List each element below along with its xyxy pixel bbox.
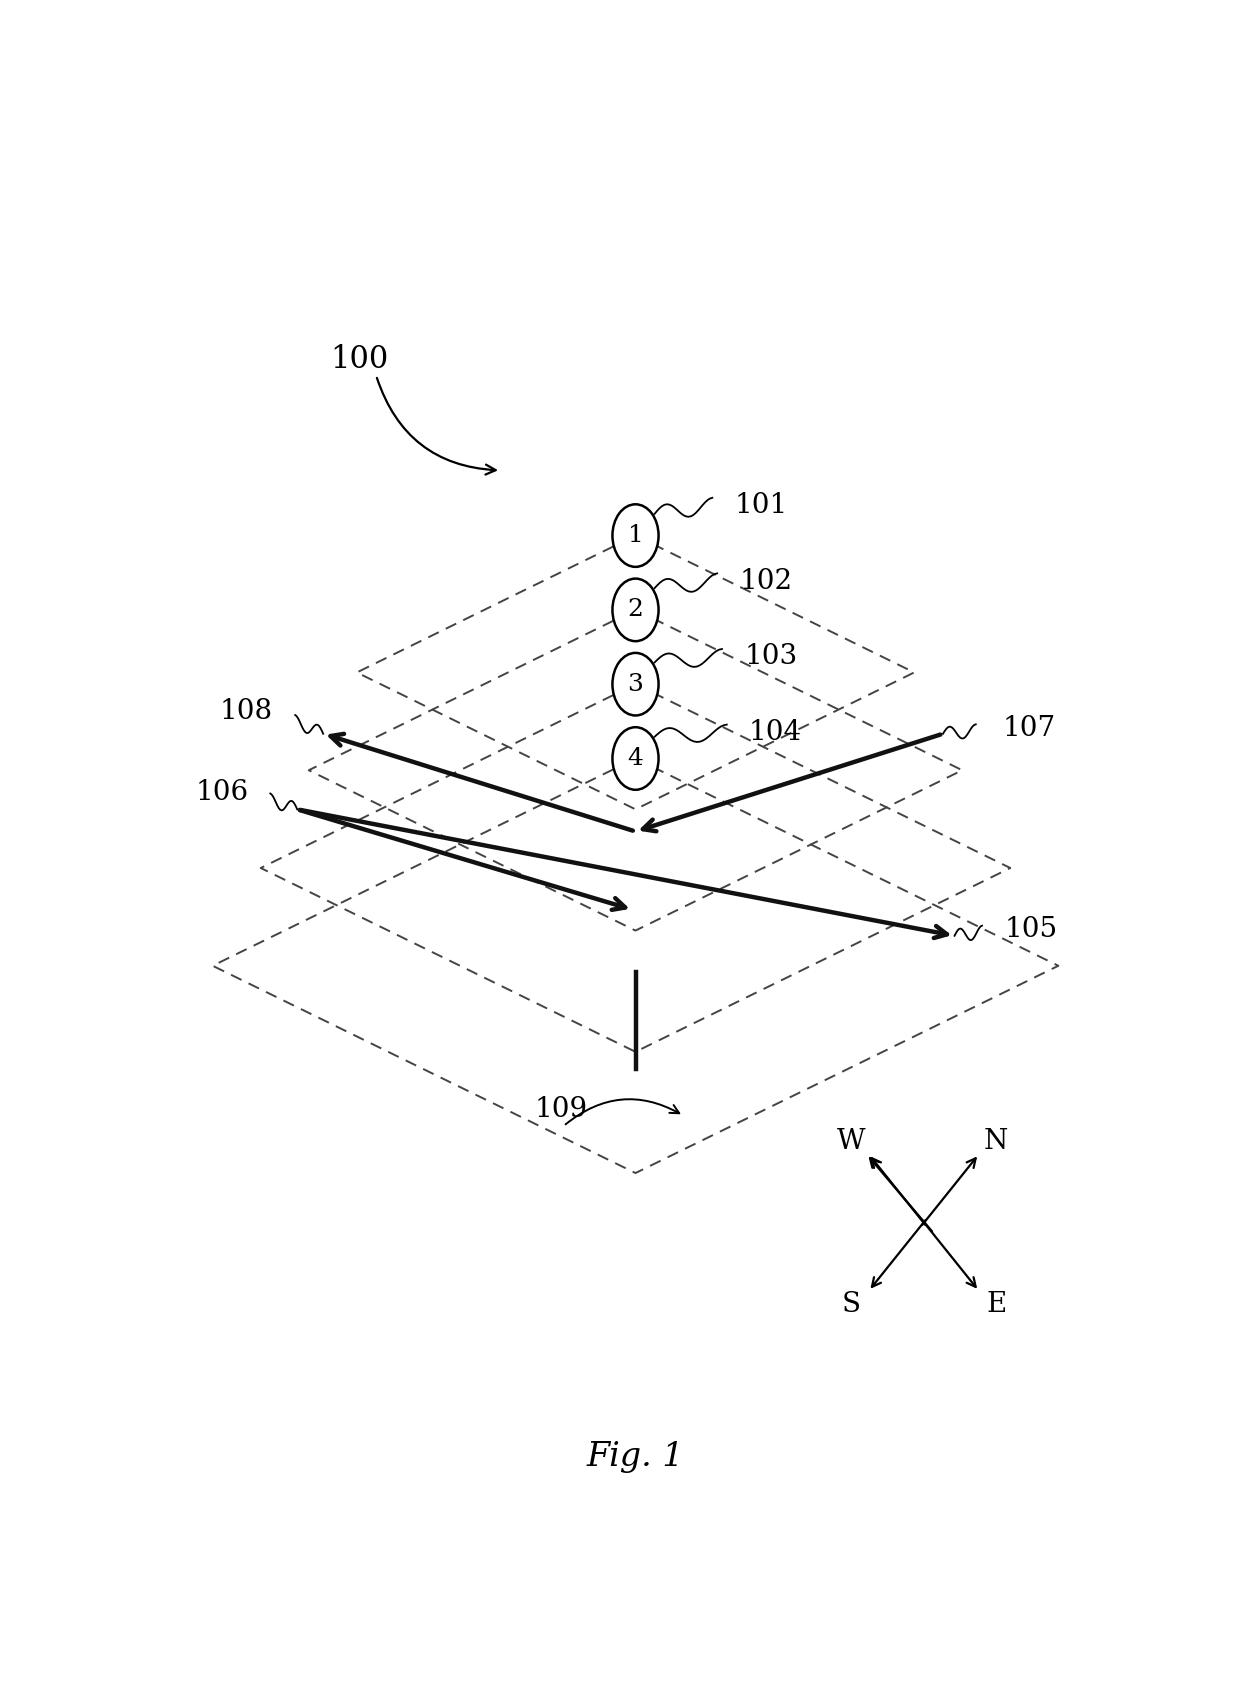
Text: 101: 101 xyxy=(734,493,787,520)
Text: 103: 103 xyxy=(744,643,797,670)
Circle shape xyxy=(613,505,658,567)
Text: Fig. 1: Fig. 1 xyxy=(587,1441,684,1473)
Text: N: N xyxy=(985,1128,1008,1155)
Text: 4: 4 xyxy=(627,747,644,770)
Text: 105: 105 xyxy=(1004,916,1058,943)
Text: 104: 104 xyxy=(749,720,802,747)
Text: 107: 107 xyxy=(1003,714,1055,742)
Circle shape xyxy=(613,653,658,716)
Circle shape xyxy=(613,579,658,642)
Text: 3: 3 xyxy=(627,672,644,696)
Text: 2: 2 xyxy=(627,598,644,621)
Text: W: W xyxy=(837,1128,866,1155)
Text: S: S xyxy=(842,1290,861,1317)
Text: 106: 106 xyxy=(195,779,248,806)
Text: 100: 100 xyxy=(330,344,388,376)
Text: 108: 108 xyxy=(219,698,273,725)
Circle shape xyxy=(613,728,658,791)
Text: E: E xyxy=(986,1290,1007,1317)
Text: 109: 109 xyxy=(534,1095,588,1122)
Text: 1: 1 xyxy=(627,525,644,547)
Text: 102: 102 xyxy=(739,567,792,594)
